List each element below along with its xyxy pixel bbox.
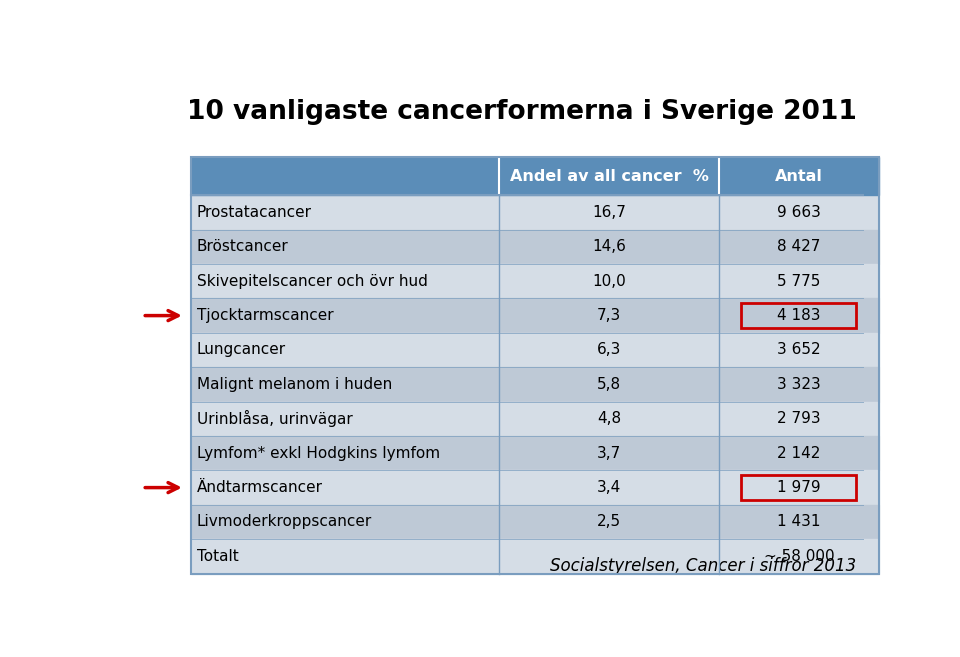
Bar — [191, 539, 879, 574]
Text: Urinblåsa, urinvägar: Urinblåsa, urinvägar — [197, 410, 352, 427]
Text: Andel av all cancer  %: Andel av all cancer % — [510, 169, 708, 184]
Text: 2 793: 2 793 — [777, 411, 821, 426]
Text: Skivepitelscancer och övr hud: Skivepitelscancer och övr hud — [197, 274, 427, 288]
Bar — [741, 475, 856, 500]
Text: 1 431: 1 431 — [778, 514, 821, 530]
Text: 4,8: 4,8 — [597, 411, 621, 426]
Text: 2,5: 2,5 — [597, 514, 621, 530]
Bar — [191, 229, 879, 264]
Bar — [191, 505, 879, 539]
Text: 10 vanligaste cancerformerna i Sverige 2011: 10 vanligaste cancerformerna i Sverige 2… — [187, 99, 857, 125]
Bar — [191, 195, 879, 229]
Text: 5,8: 5,8 — [597, 377, 621, 392]
Text: 6,3: 6,3 — [597, 342, 621, 357]
Text: 2 142: 2 142 — [778, 445, 821, 461]
Text: Prostatacancer: Prostatacancer — [197, 205, 312, 220]
Text: Ändtarmscancer: Ändtarmscancer — [197, 480, 323, 495]
Text: Lymfom* exkl Hodgkins lymfom: Lymfom* exkl Hodgkins lymfom — [197, 445, 440, 461]
Bar — [191, 333, 879, 367]
Text: Bröstcancer: Bröstcancer — [197, 239, 288, 254]
Text: 16,7: 16,7 — [592, 205, 626, 220]
Bar — [191, 157, 879, 195]
Text: Antal: Antal — [775, 169, 823, 184]
Text: Livmoderkroppscancer: Livmoderkroppscancer — [197, 514, 372, 530]
Text: 3,7: 3,7 — [597, 445, 621, 461]
Text: 3,4: 3,4 — [597, 480, 621, 495]
Text: ~ 58 000: ~ 58 000 — [763, 549, 834, 564]
Text: 10,0: 10,0 — [592, 274, 626, 288]
Text: Lungcancer: Lungcancer — [197, 342, 286, 357]
Text: 8 427: 8 427 — [778, 239, 821, 254]
Text: 7,3: 7,3 — [597, 308, 621, 323]
Text: 3 652: 3 652 — [777, 342, 821, 357]
Text: 5 775: 5 775 — [778, 274, 821, 288]
Text: Totalt: Totalt — [197, 549, 238, 564]
Text: 9 663: 9 663 — [777, 205, 821, 220]
Text: 4 183: 4 183 — [778, 308, 821, 323]
Bar — [191, 367, 879, 401]
Text: Socialstyrelsen, Cancer i siffror 2013: Socialstyrelsen, Cancer i siffror 2013 — [550, 556, 856, 575]
Text: 14,6: 14,6 — [592, 239, 626, 254]
Text: 1 979: 1 979 — [777, 480, 821, 495]
Bar — [741, 304, 856, 328]
Bar — [191, 470, 879, 505]
Text: Malignt melanom i huden: Malignt melanom i huden — [197, 377, 392, 392]
Text: 3 323: 3 323 — [777, 377, 821, 392]
Bar — [191, 436, 879, 470]
Bar — [191, 264, 879, 298]
Text: Tjocktarmscancer: Tjocktarmscancer — [197, 308, 333, 323]
Bar — [191, 298, 879, 333]
Bar — [191, 401, 879, 436]
